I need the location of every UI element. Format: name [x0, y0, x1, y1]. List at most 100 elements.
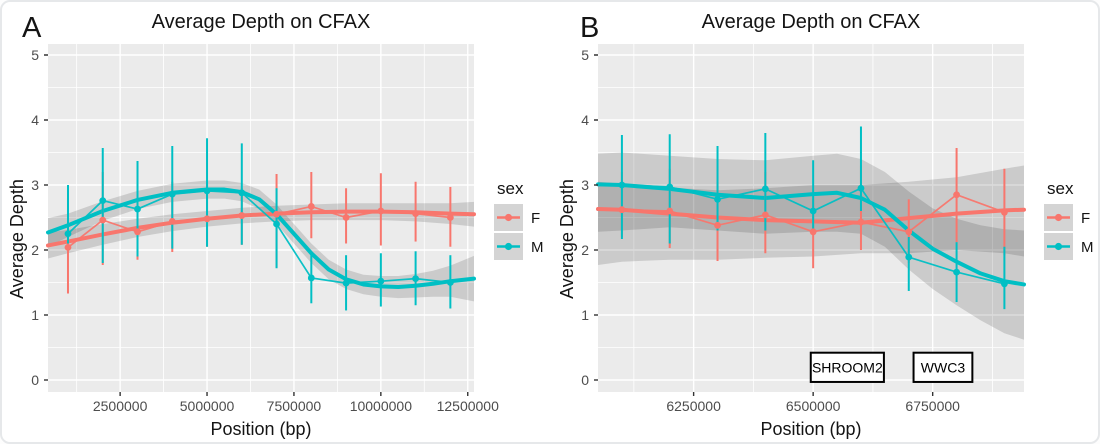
- M-data-line: [67, 189, 451, 285]
- M-data-point: [342, 279, 350, 287]
- axis-tick-marks: [44, 54, 469, 396]
- M-data-point: [446, 279, 454, 286]
- plot-panel: [48, 44, 474, 392]
- legend-key-point: [504, 242, 513, 251]
- M-data-point: [134, 205, 141, 213]
- F-data-point: [618, 206, 626, 214]
- y-tick-label: 0: [581, 372, 589, 388]
- M-data-point: [857, 184, 865, 192]
- F-data-point: [809, 228, 817, 236]
- M-data-point: [714, 195, 721, 203]
- F-data-point: [203, 215, 211, 223]
- M-data-point: [905, 253, 913, 261]
- major-gridlines: [598, 44, 1024, 392]
- F-data-line: [67, 205, 451, 249]
- M-data-point: [307, 274, 315, 282]
- y-axis-label: Average Depth: [557, 179, 577, 299]
- M-data-point: [99, 197, 107, 205]
- F-data-point: [377, 207, 385, 215]
- F-data-point: [761, 211, 769, 219]
- F-data-point: [238, 212, 246, 219]
- M-data-point: [203, 187, 211, 195]
- chart-svg: 2500000 5000000 7500000 10000000 12500000 0 1 2…: [7, 11, 544, 439]
- x-tick-label: 5000000: [180, 398, 235, 414]
- gene-annotation-box: [912, 351, 974, 383]
- F-data-point: [446, 214, 454, 221]
- chart-svg: SHROOM2 WWC3 6250000 6500000 6750000 0 1 2 3 4 5 Av…: [557, 11, 1094, 439]
- panel-title: Average Depth on CFAX: [152, 11, 371, 33]
- F-data-point: [412, 210, 420, 218]
- M-confidence-ribbon: [598, 152, 1024, 340]
- x-tick-label: 2500000: [93, 398, 148, 414]
- F-data-point: [134, 228, 141, 236]
- M-data-points: [618, 181, 1008, 288]
- y-tick-label: 3: [31, 177, 39, 193]
- M-confidence-ribbon: [48, 180, 474, 302]
- F-data-point: [714, 221, 721, 229]
- M-data-point: [377, 277, 385, 285]
- panel-b: SHROOM2 WWC3 6250000 6500000 6750000 0 1 2 3 4 5 Av…: [552, 2, 1098, 442]
- y-tick-label: 2: [31, 242, 39, 258]
- legend-item-label: M: [531, 239, 544, 256]
- gene-annotation: SHROOM2: [809, 351, 885, 383]
- legend-item-F: F: [494, 204, 540, 231]
- legend-item-F: F: [1044, 204, 1090, 231]
- F-confidence-ribbon: [598, 165, 1024, 265]
- y-tick-label: 1: [31, 307, 39, 323]
- legend: sex FM: [494, 179, 544, 260]
- axis-tick-marks: [594, 54, 934, 396]
- legend-item-M: M: [1044, 233, 1094, 260]
- y-tick-label: 0: [31, 372, 39, 388]
- M-data-point: [273, 220, 280, 228]
- F-data-point: [273, 210, 280, 218]
- x-tick-label: 7500000: [267, 398, 322, 414]
- M-data-point: [412, 275, 420, 282]
- F-data-point: [342, 214, 350, 221]
- x-tick-label: 6750000: [905, 398, 960, 414]
- legend-key-point: [1054, 213, 1063, 222]
- y-tick-label: 4: [31, 112, 39, 128]
- M-data-point: [809, 207, 817, 215]
- M-data-point: [168, 190, 176, 198]
- F-confidence-ribbon: [48, 201, 474, 259]
- y-tick-label: 4: [581, 112, 589, 128]
- F-data-point: [307, 203, 315, 210]
- M-smooth-line: [46, 187, 476, 290]
- y-tick-label: 2: [581, 242, 589, 258]
- F-data-point: [99, 216, 107, 224]
- legend-item-label: F: [1081, 210, 1090, 227]
- F-data-point: [168, 218, 176, 225]
- legend-item-M: M: [494, 233, 544, 260]
- panel-tag: B: [580, 12, 599, 44]
- y-axis-label: Average Depth: [7, 179, 27, 299]
- gene-annotation: WWC3: [912, 351, 974, 383]
- M-data-points: [64, 187, 454, 287]
- panel-tag: A: [22, 12, 42, 44]
- y-tick-label: 3: [581, 177, 589, 193]
- F-data-point: [857, 218, 865, 226]
- F-data-point: [1000, 208, 1008, 216]
- F-data-points: [618, 191, 1008, 236]
- gene-annotation-label: WWC3: [921, 359, 966, 375]
- minor-gridlines: [48, 44, 474, 392]
- M-data-point: [238, 189, 246, 197]
- M-data-point: [761, 185, 769, 193]
- legend-key-point: [1054, 242, 1063, 251]
- gene-annotation-label: SHROOM2: [812, 359, 883, 375]
- panel-title: Average Depth on CFAX: [702, 11, 921, 33]
- M-data-point: [64, 230, 72, 238]
- M-data-point: [953, 268, 960, 276]
- F-data-point: [953, 191, 960, 199]
- y-tick-label: 1: [581, 307, 589, 323]
- legend-title: sex: [1047, 179, 1074, 198]
- F-data-point: [905, 228, 913, 236]
- M-data-point: [618, 181, 626, 189]
- gene-annotation-box: [809, 351, 885, 383]
- legend: sex FM: [1044, 179, 1094, 260]
- F-data-point: [64, 244, 72, 251]
- y-tick-label: 5: [581, 47, 589, 63]
- M-data-point: [1000, 280, 1008, 288]
- legend-key-point: [504, 213, 513, 222]
- x-axis-label: Position (bp): [210, 419, 311, 439]
